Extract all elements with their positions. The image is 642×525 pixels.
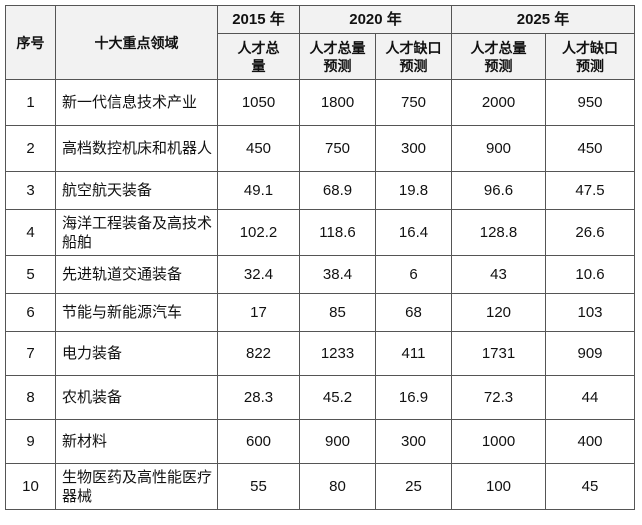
total-2015-header: 人才总量 [217,33,300,80]
gap-2020-cell: 16.9 [374,375,453,420]
table-row: 5 先进轨道交通装备 32.4 38.4 6 43 10.6 [5,255,636,294]
index-header: 序号 [5,5,56,80]
domain-cell: 新材料 [55,419,218,464]
total-2025-cell: 1000 [451,419,547,464]
total-2025-cell: 72.3 [451,375,547,420]
total-2015-cell: 17 [217,293,300,332]
gap-forecast-2020-header: 人才缺口预测 [374,33,453,80]
gap-2025-cell: 45 [545,463,636,510]
gap-2020-cell: 68 [374,293,453,332]
gap-2020-cell: 6 [374,255,453,294]
total-2015-cell: 32.4 [217,255,300,294]
gap-2020-cell: 16.4 [374,209,453,256]
total-2020-cell: 750 [299,125,376,172]
total-2020-cell: 68.9 [299,171,376,210]
total-2020-cell: 80 [299,463,376,510]
domain-cell: 海洋工程装备及高技术船舶 [55,209,218,256]
total-2015-cell: 102.2 [217,209,300,256]
gap-2025-cell: 44 [545,375,636,420]
total-2020-cell: 1800 [299,79,376,126]
total-2020-cell: 45.2 [299,375,376,420]
year-2020-header: 2020 年 [298,5,453,34]
gap-2020-cell: 25 [374,463,453,510]
total-2015-cell: 1050 [217,79,300,126]
header-row-years: 序号 十大重点领域 2015 年 2020 年 2025 年 [5,5,636,80]
total-2020-cell: 85 [299,293,376,332]
total-2020-cell: 38.4 [299,255,376,294]
domain-cell: 节能与新能源汽车 [55,293,218,332]
gap-2025-cell: 950 [545,79,636,126]
total-2020-cell: 900 [299,419,376,464]
gap-2025-cell: 909 [545,331,636,376]
row-index: 4 [5,209,56,256]
domain-cell: 电力装备 [55,331,218,376]
table-row: 9 新材料 600 900 300 1000 400 [5,419,636,464]
table-row: 8 农机装备 28.3 45.2 16.9 72.3 44 [5,375,636,420]
row-index: 2 [5,125,56,172]
row-index: 7 [5,331,56,376]
row-index: 5 [5,255,56,294]
year-2015-header: 2015 年 [217,5,300,34]
gap-2020-cell: 750 [374,79,453,126]
domain-cell: 生物医药及高性能医疗器械 [55,463,218,510]
total-2025-cell: 96.6 [451,171,547,210]
gap-2025-cell: 450 [545,125,636,172]
talent-forecast-table: 序号 十大重点领域 2015 年 2020 年 2025 年 人才总量 人才总量… [5,5,636,510]
total-2025-cell: 2000 [451,79,547,126]
domain-cell: 航空航天装备 [55,171,218,210]
table-row: 2 高档数控机床和机器人 450 750 300 900 450 [5,125,636,172]
domain-cell: 农机装备 [55,375,218,420]
total-2020-cell: 1233 [299,331,376,376]
total-2015-cell: 28.3 [217,375,300,420]
gap-2020-cell: 300 [374,419,453,464]
total-2025-cell: 900 [451,125,547,172]
total-2015-cell: 600 [217,419,300,464]
total-2015-cell: 55 [217,463,300,510]
year-2025-header: 2025 年 [451,5,636,34]
header-row-metrics: 人才总量 人才总量预测 人才缺口预测 人才总量预测 人才缺口预测 [6,33,636,80]
gap-2020-cell: 19.8 [374,171,453,210]
domain-cell: 新一代信息技术产业 [55,79,218,126]
total-2015-cell: 450 [217,125,300,172]
domain-header: 十大重点领域 [55,5,218,80]
row-index: 1 [5,79,56,126]
total-forecast-2025-header: 人才总量预测 [451,33,547,80]
domain-cell: 先进轨道交通装备 [55,255,218,294]
gap-2020-cell: 300 [374,125,453,172]
row-index: 10 [5,463,56,510]
row-index: 3 [5,171,56,210]
table-row: 7 电力装备 822 1233 411 1731 909 [5,331,636,376]
gap-forecast-2025-header: 人才缺口预测 [545,33,636,80]
total-2020-cell: 118.6 [299,209,376,256]
total-2025-cell: 120 [451,293,547,332]
total-forecast-2020-header: 人才总量预测 [299,33,376,80]
gap-2025-cell: 10.6 [545,255,636,294]
total-2025-cell: 43 [451,255,547,294]
total-2025-cell: 100 [451,463,547,510]
gap-2020-cell: 411 [374,331,453,376]
domain-cell: 高档数控机床和机器人 [55,125,218,172]
row-index: 6 [5,293,56,332]
total-2015-cell: 822 [217,331,300,376]
gap-2025-cell: 103 [545,293,636,332]
total-2025-cell: 128.8 [451,209,547,256]
table-row: 10 生物医药及高性能医疗器械 55 80 25 100 45 [5,463,636,510]
gap-2025-cell: 400 [545,419,636,464]
table-row: 4 海洋工程装备及高技术船舶 102.2 118.6 16.4 128.8 26… [5,209,636,256]
total-2025-cell: 1731 [451,331,547,376]
table-row: 3 航空航天装备 49.1 68.9 19.8 96.6 47.5 [5,171,636,210]
table-row: 1 新一代信息技术产业 1050 1800 750 2000 950 [5,79,636,126]
row-index: 9 [5,419,56,464]
total-2015-cell: 49.1 [217,171,300,210]
gap-2025-cell: 26.6 [545,209,636,256]
row-index: 8 [5,375,56,420]
table-row: 6 节能与新能源汽车 17 85 68 120 103 [5,293,636,332]
gap-2025-cell: 47.5 [545,171,636,210]
